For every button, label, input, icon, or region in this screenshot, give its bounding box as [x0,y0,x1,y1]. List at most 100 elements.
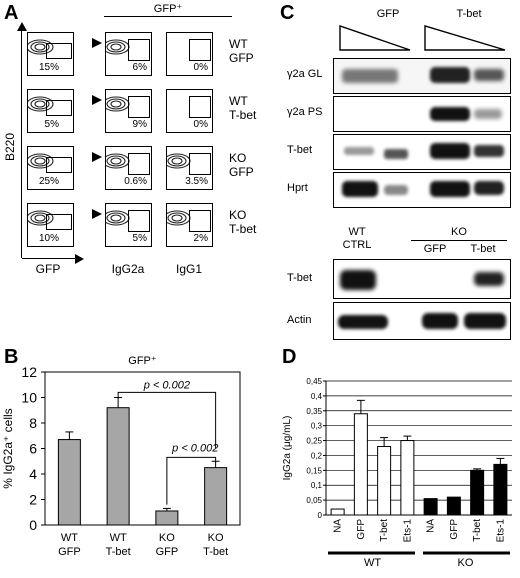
facs-contour [28,153,54,169]
facs-gate [46,157,72,173]
b220-axis-arrow [21,30,22,258]
facs-contour [106,153,130,169]
facs-plot-r4-c2: 5% [105,203,152,247]
y-tick-label: 0,45 [306,377,322,386]
bar [330,508,345,516]
facs-percent-label: 6% [132,62,147,73]
facs-percent-label: 5% [44,119,59,130]
y-tick-label: 10 [21,390,37,406]
x-tick-label: T-bet [106,546,131,558]
facs-gate [189,96,211,118]
significance-bracket [166,456,217,505]
facs-plot-r1-c1: 15% [27,32,74,76]
gfp-plus-label: GFP⁺ [153,3,183,15]
bar [446,496,461,516]
facs-gate [189,210,211,232]
y-tick-label: 0,4 [311,392,323,401]
facs-plot-r4-c3: 2% [166,203,213,247]
col-label-gfp: GFP [35,262,61,276]
facs-row-label: KO [229,151,247,165]
facs-plot-r3-c3: 3.5% [166,146,213,190]
facs-gate [128,39,150,61]
x-tick-label: GFP [58,546,81,558]
x-tick-label: NA [426,519,437,533]
facs-row-sublabel: T-bet [229,222,257,236]
facs-gating-arrow [92,95,102,105]
facs-row-sublabel: T-bet [229,108,257,122]
facs-gate [46,100,72,116]
facs-gating-arrow [92,152,102,162]
facs-plot-r2-c3: 0% [166,89,213,133]
panel-label-d: D [282,346,297,368]
group-label-wt: WT [364,557,381,569]
header-ctrl: CTRL [342,239,372,251]
group-label-ko: KO [458,557,474,569]
gradient-triangles [339,25,506,51]
facs-percent-label: 5% [132,233,147,244]
facs-contour [106,96,130,112]
facs-row-sublabel: GFP [229,51,254,65]
significance-bracket [117,391,217,449]
x-tick-label: WT [110,532,127,544]
col-label-igg1: IgG1 [175,262,203,276]
blot-label-tbet: T-bet [287,272,313,284]
facs-contour [28,39,54,55]
col-label-igg2a: IgG2a [111,262,145,276]
facs-gating-arrow [92,209,102,219]
panel-b-bar-chart: GFP⁺ 0 2 4 6 8 10 12 % IgG2a⁺ cells WT GFP WT T-bet K… [1,355,241,558]
facs-percent-label: 25% [38,176,59,187]
facs-contour [28,96,54,112]
facs-percent-label: 3.5% [185,176,208,187]
y-tick-label: 2 [29,492,37,508]
facs-gate [46,43,72,59]
facs-percent-label: 2% [193,233,208,244]
facs-gate [189,39,211,61]
significance-label: p < 0.002 [171,442,218,454]
facs-percent-label: 10% [38,233,59,244]
x-tick-label: WT [61,532,78,544]
facs-gate [189,153,211,175]
facs-percent-label: 0.6% [124,176,147,187]
header-gfp: GFP [376,8,400,20]
b220-axis-label: B220 [3,132,18,162]
x-tick-label: T-bet [472,519,483,542]
y-tick-label: 0,1 [311,481,323,490]
panel-label-c: C [280,2,295,24]
facs-gate [128,96,150,118]
facs-contour [167,153,191,169]
facs-plot-r3-c1: 25% [27,146,74,190]
x-tick-label: NA [333,519,344,533]
facs-contour [106,39,130,55]
facs-gate [128,153,150,175]
gel-y2a-ps [333,96,511,132]
bar [423,498,438,516]
facs-percent-label: 0% [193,119,208,130]
gel-label-hprt: Hprt [287,182,308,194]
x-tick-label: GFP [449,519,460,540]
y-tick-label: 8 [29,415,37,431]
panel-label-b: B [4,346,19,368]
gradient-triangle-gfp [339,25,411,51]
facs-gating-arrow [92,38,102,48]
gel-label-tbet: T-bet [287,144,313,156]
blot-actin [333,302,511,340]
header-tbet: T-bet [456,8,482,20]
x-tick-label: GFP [356,519,367,540]
facs-percent-label: 9% [132,119,147,130]
y-axis-label: % IgG2a⁺ cells [1,408,15,488]
ko-header-bar [411,240,507,241]
gfp-axis-arrowhead [75,254,84,264]
header-ko: KO [451,226,467,238]
facs-plot-r3-c2: 0.6% [105,146,152,190]
bar [470,469,485,516]
facs-contour [106,210,130,226]
significance-label: p < 0.002 [143,379,190,391]
header-ko-gfp: GFP [423,243,447,255]
header-ko-tbet: T-bet [470,243,496,255]
y-axis-label: IgG2a (μg/mL) [282,416,293,481]
bar [353,413,368,516]
blot-tbet [333,259,511,299]
bar [106,407,130,526]
facs-gate [46,214,72,230]
facs-plot-r4-c1: 10% [27,203,74,247]
